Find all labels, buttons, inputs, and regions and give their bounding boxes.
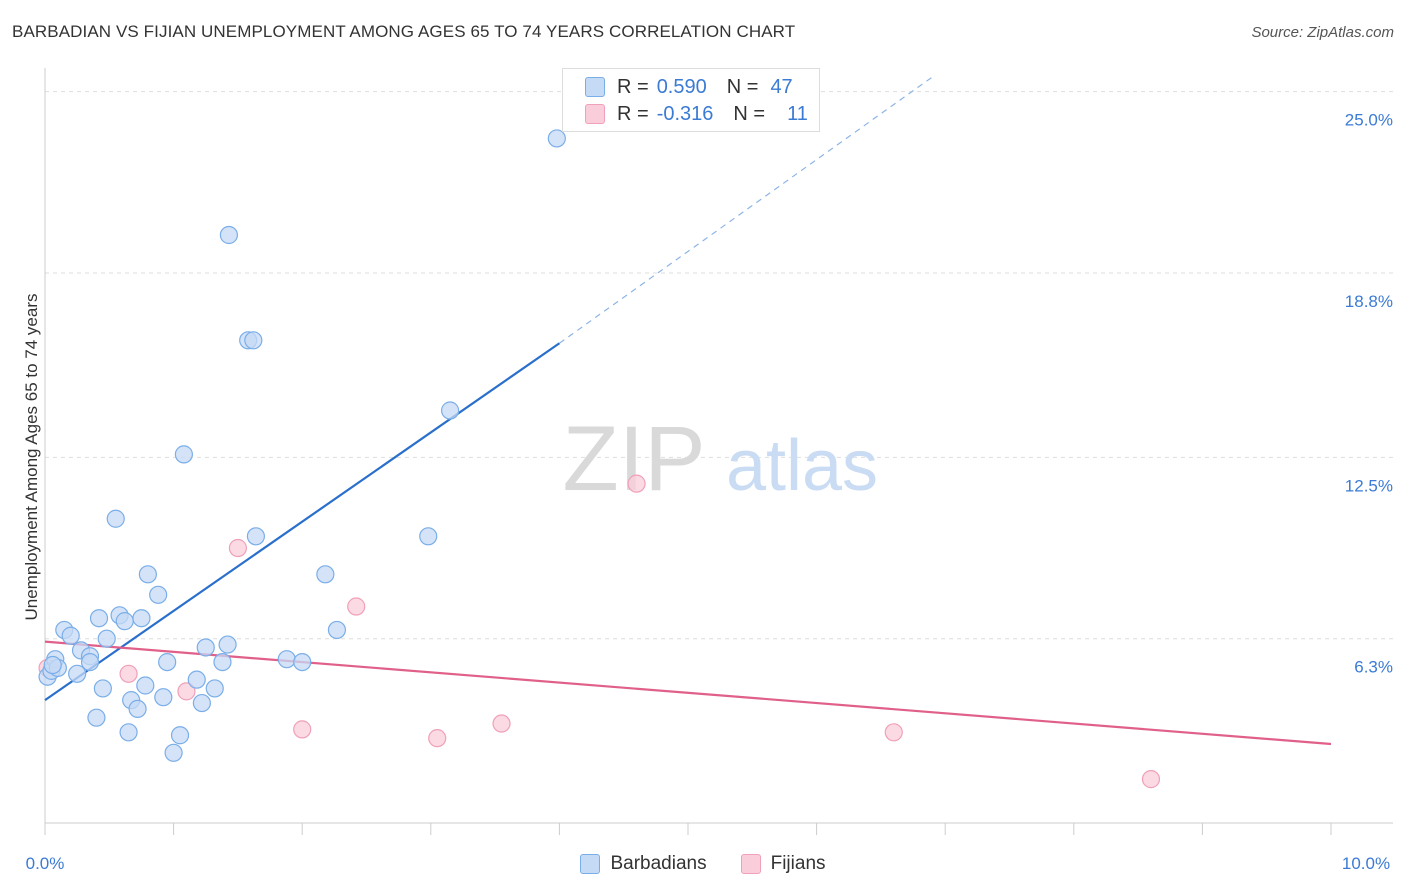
barbadians-point [115, 612, 134, 631]
axes [44, 68, 1393, 835]
legend-n-value: 47 [770, 75, 793, 98]
barbadians-point [219, 225, 238, 245]
barbadians-point [80, 652, 100, 672]
series-legend-barbadians[interactable]: Barbadians [580, 853, 707, 875]
fijians-point [884, 723, 903, 742]
barbadians-point [213, 652, 232, 672]
barbadians-point [244, 331, 263, 350]
barbadians-point [192, 693, 211, 713]
legend-swatch-barbadians [585, 77, 605, 97]
barbadians-point [316, 565, 335, 584]
barbadians-point [89, 609, 109, 628]
barbadians-trend-line [44, 342, 561, 702]
barbadians-point [106, 509, 125, 528]
barbadians-point [43, 655, 62, 675]
fijians-point [428, 729, 447, 748]
y-tick-label: 18.8% [1345, 292, 1393, 311]
barbadians-point [149, 585, 168, 604]
barbadians-point [87, 708, 106, 727]
y-tick-label: 12.5% [1345, 476, 1393, 495]
gridlines [45, 91, 1393, 640]
barbadians-point [196, 638, 215, 657]
barbadians-point [205, 679, 224, 698]
trend-lines [44, 76, 1332, 746]
fijians-point [293, 720, 312, 739]
barbadians-point [68, 664, 87, 683]
barbadians-point [293, 652, 312, 672]
fijians-trend-line [44, 640, 1332, 746]
fijians-point [119, 664, 138, 683]
barbadians-point [419, 527, 438, 546]
legend-row-barbadians: R = 0.590 N = 47 [585, 74, 793, 100]
barbadians-point [164, 743, 183, 762]
x-tick-label: 0.0% [26, 854, 65, 873]
barbadians-point [61, 626, 80, 645]
barbadians-point [136, 676, 155, 695]
legend-r-value: 0.590 [656, 75, 707, 98]
barbadians-point [154, 688, 173, 707]
series-swatch-barbadians [580, 854, 601, 874]
fijians-point [177, 682, 196, 701]
series-legend: Barbadians Fijians [0, 851, 1406, 877]
barbadians-point [174, 445, 193, 464]
barbadians-point [327, 620, 347, 640]
fijians-point [347, 597, 366, 616]
series-label-barbadians: Barbadians [610, 853, 707, 874]
tick-labels: 6.3% 12.5% 18.8% 25.0% 0.0% 10.0% [26, 111, 1393, 873]
barbadians-point [218, 635, 237, 654]
watermark-zip: ZIP [562, 408, 705, 510]
fijians-point [228, 538, 247, 558]
legend-r-label: R = [617, 102, 649, 125]
barbadians-point [547, 129, 566, 148]
data-points [38, 129, 1161, 789]
chart-title: BARBADIAN VS FIJIAN UNEMPLOYMENT AMONG A… [12, 22, 796, 41]
barbadians-point [187, 670, 206, 689]
watermark: ZIP atlas [562, 408, 878, 510]
legend-row-fijians: R = -0.316 N = 11 [585, 101, 808, 127]
legend-swatch-fijians [585, 104, 605, 124]
barbadians-point [132, 609, 151, 628]
barbadians-point [119, 723, 138, 742]
barbadians-point [158, 652, 177, 672]
barbadians-point [246, 527, 266, 546]
barbadians-point [277, 650, 296, 669]
barbadians-point [138, 565, 157, 584]
y-tick-label: 6.3% [1354, 658, 1393, 677]
barbadians-point [93, 679, 112, 698]
correlation-legend: R = 0.590 N = 47 R = -0.316 N = 11 [562, 68, 820, 132]
legend-n-label: N = [726, 75, 759, 98]
legend-n-value: 11 [787, 102, 808, 125]
source-label: Source: ZipAtlas.com [1251, 24, 1394, 41]
y-tick-label: 25.0% [1345, 111, 1393, 130]
x-tick-label: 10.0% [1342, 854, 1390, 873]
barbadians-point [128, 699, 147, 719]
legend-r-label: R = [617, 75, 649, 98]
fijians-point [1141, 770, 1161, 789]
fijians-point [627, 474, 646, 493]
watermark-atlas: atlas [726, 426, 878, 506]
legend-r-value: -0.316 [656, 102, 714, 125]
series-legend-fijians[interactable]: Fijians [740, 853, 826, 875]
fijians-point [492, 714, 511, 733]
series-swatch-fijians [740, 854, 761, 874]
legend-n-label: N = [733, 102, 766, 125]
series-label-fijians: Fijians [770, 853, 826, 874]
barbadians-point [170, 726, 190, 745]
barbadians-point [440, 401, 460, 420]
barbadians-point [97, 629, 116, 648]
